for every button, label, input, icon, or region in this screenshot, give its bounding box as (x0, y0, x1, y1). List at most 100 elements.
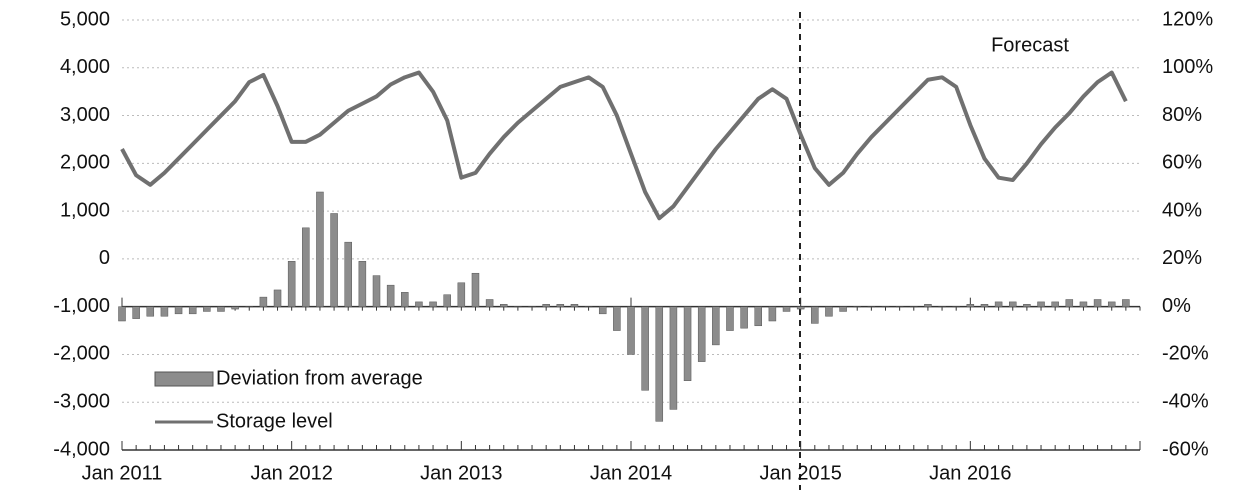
bar (853, 306, 861, 308)
bar (160, 306, 169, 317)
y2-tick-label: 20% (1162, 247, 1202, 269)
bar (669, 306, 678, 410)
bar (613, 306, 621, 331)
bar (895, 306, 904, 308)
bar (485, 299, 494, 307)
bar (118, 306, 126, 322)
bar (132, 306, 140, 319)
y-tick-label: 2,000 (60, 152, 110, 174)
bar (443, 294, 451, 307)
bar (358, 261, 367, 307)
x-tick-label: Jan 2014 (590, 462, 672, 484)
y2-tick-label: 60% (1162, 152, 1202, 174)
bar (683, 306, 692, 381)
bar (1079, 301, 1088, 307)
bar (796, 306, 805, 310)
bar (726, 306, 734, 331)
bar (952, 306, 960, 308)
y-tick-label: 0 (99, 247, 110, 269)
bar (910, 306, 918, 308)
y2-tick-label: 40% (1162, 199, 1202, 221)
bar (697, 306, 706, 362)
bar (231, 306, 239, 310)
bar (514, 306, 522, 308)
bar (867, 306, 876, 308)
bar (386, 284, 395, 307)
y2-tick-label: 100% (1162, 56, 1213, 78)
x-tick-label: Jan 2012 (251, 462, 333, 484)
y2-tick-label: 120% (1162, 8, 1213, 30)
bar (924, 304, 932, 307)
bar (528, 306, 536, 308)
bar (839, 306, 847, 312)
y2-tick-label: 0% (1162, 295, 1191, 317)
bar (556, 304, 565, 307)
bar (627, 306, 635, 355)
bar (302, 227, 310, 307)
x-tick-label: Jan 2016 (929, 462, 1011, 484)
bar (655, 306, 664, 422)
annotation: Forecast (991, 34, 1069, 56)
bar (287, 261, 296, 307)
bar (598, 306, 607, 315)
bar (174, 306, 183, 315)
bar (146, 306, 155, 317)
bar (429, 301, 437, 307)
y2-tick-label: -60% (1162, 438, 1209, 460)
bar (994, 301, 1003, 307)
bar (259, 296, 268, 307)
y-tick-label: 5,000 (60, 8, 110, 30)
bar (344, 241, 352, 307)
bar (471, 272, 480, 307)
legend-swatch (154, 371, 214, 387)
bar (1065, 299, 1074, 307)
y-tick-label: -2,000 (53, 343, 110, 365)
y2-tick-label: 80% (1162, 104, 1202, 126)
x-tick-label: Jan 2013 (420, 462, 502, 484)
bar (938, 306, 946, 308)
bar (782, 306, 791, 312)
x-tick-label: Jan 2015 (760, 462, 842, 484)
bar (825, 306, 833, 317)
bar (768, 306, 777, 322)
bar (881, 306, 890, 308)
bar (1122, 299, 1130, 307)
y-tick-label: 4,000 (60, 56, 110, 78)
legend-label: Deviation from average (216, 367, 423, 389)
bar (570, 304, 579, 307)
bar (584, 306, 593, 308)
y-tick-label: -3,000 (53, 391, 110, 413)
line (120, 70, 1128, 221)
bar (500, 304, 508, 307)
y-tick-label: -4,000 (53, 438, 110, 460)
bar (316, 191, 324, 307)
bar (980, 304, 989, 307)
bar (1009, 301, 1017, 307)
bar (1051, 301, 1059, 307)
bar (641, 306, 649, 391)
bar (273, 289, 282, 307)
y-tick-label: 1,000 (60, 199, 110, 221)
bar (1107, 301, 1116, 307)
y2-tick-label: -20% (1162, 343, 1209, 365)
y-tick-label: -1,000 (53, 295, 110, 317)
legend-label: Storage level (216, 410, 333, 432)
bar (1023, 304, 1031, 307)
bar (542, 304, 550, 307)
bar (372, 275, 381, 307)
bar (1037, 301, 1045, 307)
x-tick-label: Jan 2011 (82, 462, 163, 484)
bar (457, 282, 466, 307)
y2-tick-label: -40% (1162, 391, 1209, 413)
bar (1093, 299, 1102, 307)
bar (401, 292, 409, 307)
bar (245, 306, 253, 308)
bar (203, 306, 211, 312)
bar (754, 306, 762, 327)
bar (966, 304, 975, 307)
y-tick-label: 3,000 (60, 104, 110, 126)
bar (330, 213, 338, 307)
bar (740, 306, 748, 329)
